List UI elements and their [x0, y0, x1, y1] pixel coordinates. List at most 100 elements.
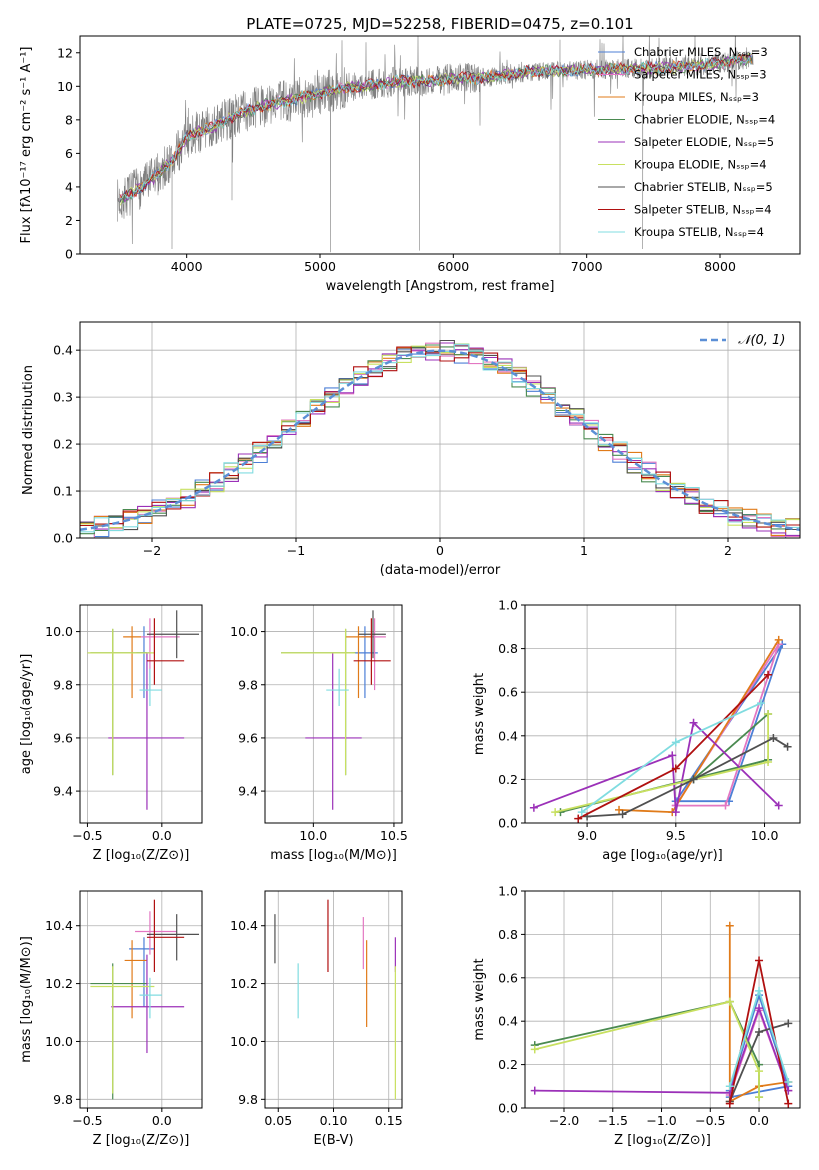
y-tick-label: 0.0 [53, 531, 73, 546]
x-tick-label: −1 [287, 543, 305, 558]
x-tick-label: 0.10 [320, 1113, 348, 1128]
y-tick-label: 1.0 [498, 598, 518, 613]
series-line [534, 1005, 790, 1094]
y-tick-label: 10 [57, 79, 73, 94]
plot-content [530, 921, 793, 1108]
axes: −0.5 0.0 9.8 10.0 10.2 10.4 Z [log₁₀(Z/Z⊙)] mas… [19, 890, 203, 1148]
plot-content [529, 635, 792, 823]
series-point [774, 801, 783, 810]
series-line [675, 643, 780, 807]
series-point [725, 997, 734, 1006]
x-tick-label: 10.0 [751, 828, 779, 843]
series-point [689, 775, 698, 784]
y-axis-label: mass [log₁₀(M/M⊙)] [19, 936, 34, 1063]
axes: 0.05 0.10 0.15 9.8 10.0 10.2 10.4 E(B-V) [230, 890, 403, 1148]
x-tick-label: 10.0 [299, 828, 327, 843]
plot-content [281, 610, 391, 810]
series-point [671, 764, 680, 773]
spectrum-model-line-kroupa-stelib [119, 55, 752, 200]
axes-frame [264, 604, 403, 824]
plot-weight-vs-Z: −2.0 −1.5 −1.0 −0.5 0.0 0.0 0.2 0.4 0.6 0.8 1.0 Z [… [472, 884, 801, 1148]
series-point [671, 808, 680, 817]
x-tick-label: 0.05 [264, 1113, 292, 1128]
x-axis-label: Z [log₁₀(Z/Z⊙)] [93, 1133, 190, 1148]
y-tick-label: 10.0 [230, 624, 258, 639]
x-tick-label: 0.15 [375, 1113, 403, 1128]
x-tick-label: −0.5 [695, 1113, 725, 1128]
axes-frame [524, 604, 801, 824]
series-point [755, 986, 764, 995]
errorbar-kroupa-miles [345, 626, 372, 699]
x-axis-label: Z [log₁₀(Z/Z⊙)] [93, 848, 190, 863]
x-tick-label: 7000 [571, 259, 603, 274]
legend-entry-normal: 𝒩(0, 1) [738, 333, 785, 348]
y-tick-label: 10.0 [45, 1034, 73, 1049]
y-tick-label: 0.1 [53, 484, 73, 499]
errorbar-kroupa-stelib [139, 977, 162, 1019]
histogram-kroupa-stelib [80, 343, 800, 533]
y-tick-label: 0.2 [53, 437, 73, 452]
y-tick-label: 9.6 [53, 730, 73, 745]
y-tick-label: 8 [65, 112, 73, 127]
y-tick-label: 10.0 [45, 624, 73, 639]
y-tick-label: 9.8 [238, 677, 258, 692]
errorbar-chabrier-stelib [146, 610, 200, 659]
y-tick-label: 12 [57, 45, 73, 60]
series-point [530, 1045, 539, 1054]
legend-entry-chabrier-elodie: Chabrier ELODIE, Nₛₛₚ=4 [634, 113, 775, 127]
series-point [618, 810, 627, 819]
spectrum-legend: Chabrier MILES, Nₛₛₚ=3 Salpeter MILES, Nₛ… [598, 45, 775, 239]
y-axis-label: Flux [fλ10⁻¹⁷ erg cm⁻² s⁻¹ A⁻¹] [19, 47, 34, 244]
plot-weight-vs-age: 9.0 9.5 10.0 0.0 0.2 0.4 0.6 0.8 1.0 age [log₁₀(a… [472, 598, 801, 863]
errorbar-salpeter-elodie [111, 954, 185, 1054]
y-axis-label: age [log₁₀(age/yr)] [19, 654, 34, 775]
series-salpeter-stelib [574, 670, 773, 823]
y-tick-label: 0.0 [498, 816, 518, 831]
x-axis-label: Z [log₁₀(Z/Z⊙)] [614, 1133, 711, 1148]
x-tick-label: 0.0 [749, 1113, 769, 1128]
y-tick-label: 0.0 [498, 1101, 518, 1116]
axes: 10.0 10.5 9.4 9.6 9.8 10.0 mass [log₁₀(M/M⊙)] [230, 604, 408, 863]
normal-curve [80, 349, 800, 532]
x-tick-label: −2 [143, 543, 161, 558]
series-salpeter-miles [671, 640, 783, 810]
y-tick-label: 1.0 [498, 884, 518, 899]
y-tick-label: 0.4 [53, 343, 73, 358]
x-axis-label: wavelength [Angstrom, rest frame] [326, 279, 555, 294]
x-tick-label: 0.0 [152, 828, 172, 843]
axes: −2.0 −1.5 −1.0 −0.5 0.0 0.0 0.2 0.4 0.6 0.8 1.0 Z [… [472, 884, 801, 1148]
y-tick-label: 0.6 [498, 970, 518, 985]
legend-entry-kroupa-elodie: Kroupa ELODIE, Nₛₛₚ=4 [634, 158, 767, 172]
axes: −0.5 0.0 9.4 9.6 9.8 10.0 Z [log₁₀(Z/Z⊙)] age [… [19, 604, 203, 863]
errorbar-salpeter-stelib [146, 899, 185, 973]
errorbar-salpeter-miles [135, 911, 177, 955]
axes-frame [79, 890, 203, 1109]
series-point [756, 699, 765, 708]
series-point [530, 1086, 539, 1095]
x-axis-label: age [log₁₀(age/yr)] [602, 848, 723, 863]
legend-entry-kroupa-miles: Kroupa MILES, Nₛₛₚ=3 [634, 90, 759, 104]
axes-frame [79, 35, 801, 255]
y-tick-label: 10.0 [230, 1034, 258, 1049]
series-salpeter-elodie [530, 1004, 793, 1097]
series-line [728, 925, 789, 1103]
series-point [784, 1019, 793, 1028]
residual-legend: 𝒩(0, 1) [700, 333, 785, 348]
errorbar-kroupa-stelib [326, 668, 349, 707]
y-tick-label: 0.3 [53, 390, 73, 405]
series-kroupa-stelib [577, 699, 765, 817]
legend-entry-salpeter-stelib: Salpeter STELIB, Nₛₛₚ=4 [634, 203, 772, 217]
legend-entry-chabrier-stelib: Chabrier STELIB, Nₛₛₚ=5 [634, 180, 773, 194]
series-point [671, 738, 680, 747]
series-point [755, 1067, 764, 1076]
x-tick-label: 0.0 [152, 1113, 172, 1128]
y-tick-label: 6 [65, 146, 73, 161]
y-tick-label: 0.4 [498, 728, 518, 743]
errorbar-kroupa-elodie [87, 628, 155, 776]
errorbar-kroupa-miles [124, 940, 147, 1019]
series-point [764, 710, 773, 718]
series-point [721, 801, 730, 810]
legend-entry-kroupa-stelib: Kroupa STELIB, Nₛₛₚ=4 [634, 225, 764, 239]
x-tick-label: −1.0 [646, 1113, 676, 1128]
